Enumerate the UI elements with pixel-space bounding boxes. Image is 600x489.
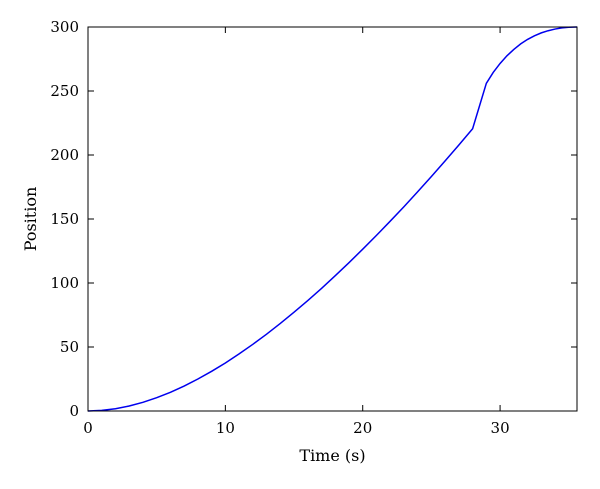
y-tick-label-100: 100 <box>50 274 79 292</box>
x-tick-label-30: 30 <box>491 419 510 437</box>
x-tick-label-10: 10 <box>216 419 235 437</box>
y-tick-label-250: 250 <box>50 82 79 100</box>
y-tick-label-200: 200 <box>50 146 79 164</box>
y-axis-label: Position <box>21 187 40 252</box>
y-tick-label-0: 0 <box>69 402 79 420</box>
y-tick-label-50: 50 <box>60 338 79 356</box>
x-axis-label: Time (s) <box>299 446 365 465</box>
plot-area-frame <box>87 26 578 412</box>
x-tick-label-20: 20 <box>353 419 372 437</box>
y-tick-label-150: 150 <box>50 210 79 228</box>
x-tick-label-0: 0 <box>83 419 93 437</box>
position-series-line <box>87 26 578 412</box>
y-tick-label-300: 300 <box>50 18 79 36</box>
